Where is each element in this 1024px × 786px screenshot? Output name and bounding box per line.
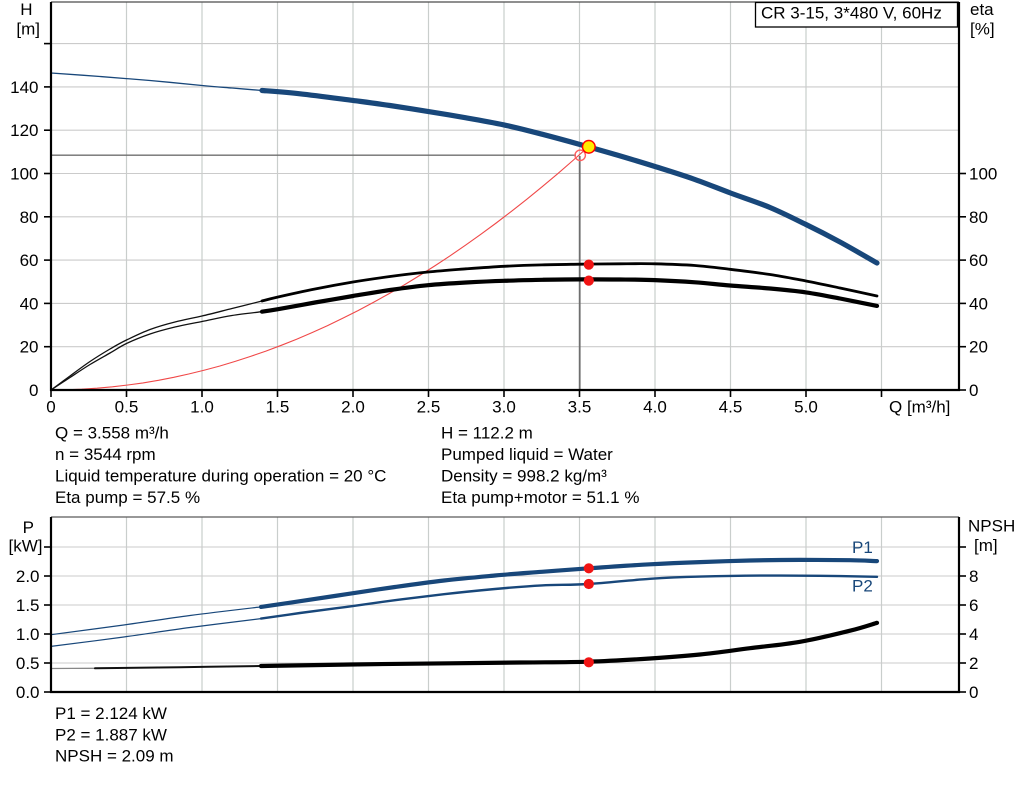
svg-text:4: 4 xyxy=(969,625,978,644)
svg-text:0.5: 0.5 xyxy=(115,398,139,417)
svg-text:1.5: 1.5 xyxy=(266,398,290,417)
svg-text:0: 0 xyxy=(29,381,38,400)
svg-text:4.5: 4.5 xyxy=(719,398,743,417)
svg-text:3.0: 3.0 xyxy=(492,398,516,417)
svg-text:P1 = 2.124 kW: P1 = 2.124 kW xyxy=(55,704,167,723)
svg-text:2: 2 xyxy=(969,654,978,673)
svg-text:1.0: 1.0 xyxy=(190,398,214,417)
svg-text:80: 80 xyxy=(969,208,988,227)
svg-text:P2 = 1.887 kW: P2 = 1.887 kW xyxy=(55,725,167,744)
svg-text:20: 20 xyxy=(20,338,39,357)
svg-text:60: 60 xyxy=(20,251,39,270)
svg-text:Eta pump+motor = 51.1 %: Eta pump+motor = 51.1 % xyxy=(441,488,639,507)
svg-text:NPSH: NPSH xyxy=(968,517,1015,536)
svg-text:eta: eta xyxy=(970,0,994,19)
svg-text:0: 0 xyxy=(969,381,978,400)
svg-text:[m]: [m] xyxy=(16,20,40,39)
svg-text:H = 112.2 m: H = 112.2 m xyxy=(441,424,533,443)
svg-text:H: H xyxy=(20,0,32,19)
svg-text:Density = 998.2 kg/m³: Density = 998.2 kg/m³ xyxy=(441,467,607,486)
svg-text:5.0: 5.0 xyxy=(794,398,818,417)
svg-text:2.0: 2.0 xyxy=(341,398,365,417)
svg-text:1.5: 1.5 xyxy=(16,596,40,615)
svg-text:80: 80 xyxy=(20,208,39,227)
svg-text:P2: P2 xyxy=(852,577,873,596)
svg-text:4.0: 4.0 xyxy=(643,398,667,417)
svg-text:Q [m³/h]: Q [m³/h] xyxy=(889,398,950,417)
svg-text:60: 60 xyxy=(969,251,988,270)
svg-text:100: 100 xyxy=(10,165,38,184)
svg-text:3.5: 3.5 xyxy=(568,398,592,417)
svg-text:0.0: 0.0 xyxy=(16,683,40,702)
svg-text:0: 0 xyxy=(46,398,55,417)
svg-text:Pumped liquid = Water: Pumped liquid = Water xyxy=(441,445,613,464)
svg-text:40: 40 xyxy=(969,294,988,313)
svg-text:CR 3-15, 3*480 V, 60Hz: CR 3-15, 3*480 V, 60Hz xyxy=(761,4,942,23)
svg-text:0: 0 xyxy=(969,683,978,702)
svg-text:[m]: [m] xyxy=(974,536,998,555)
svg-text:Q = 3.558 m³/h: Q = 3.558 m³/h xyxy=(55,424,169,443)
svg-text:[%]: [%] xyxy=(970,20,995,39)
svg-text:Eta pump = 57.5 %: Eta pump = 57.5 % xyxy=(55,488,200,507)
svg-text:0.5: 0.5 xyxy=(16,654,40,673)
svg-text:120: 120 xyxy=(10,121,38,140)
svg-text:n = 3544 rpm: n = 3544 rpm xyxy=(55,445,156,464)
svg-text:Liquid temperature during oper: Liquid temperature during operation = 20… xyxy=(55,467,386,486)
svg-text:1.0: 1.0 xyxy=(16,625,40,644)
svg-text:P: P xyxy=(23,518,34,537)
svg-text:NPSH = 2.09 m: NPSH = 2.09 m xyxy=(55,747,174,766)
svg-text:140: 140 xyxy=(10,78,38,97)
svg-text:20: 20 xyxy=(969,338,988,357)
svg-text:[kW]: [kW] xyxy=(9,537,43,556)
svg-text:2.5: 2.5 xyxy=(417,398,441,417)
svg-text:100: 100 xyxy=(969,165,997,184)
svg-text:P1: P1 xyxy=(852,538,873,557)
svg-text:40: 40 xyxy=(20,294,39,313)
svg-text:6: 6 xyxy=(969,596,978,615)
svg-text:8: 8 xyxy=(969,567,978,586)
svg-text:2.0: 2.0 xyxy=(16,567,40,586)
